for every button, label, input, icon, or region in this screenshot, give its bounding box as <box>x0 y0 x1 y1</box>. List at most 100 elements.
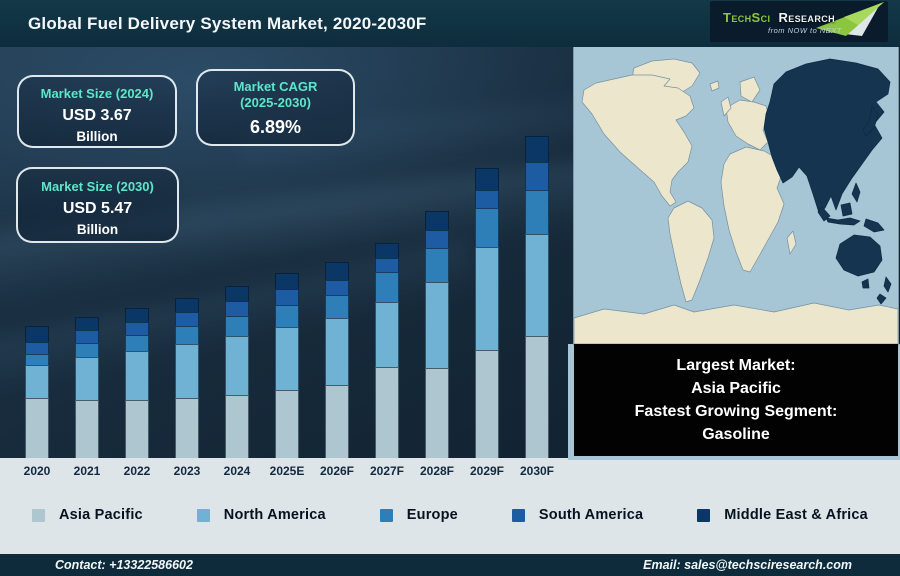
stat-value: 6.89% <box>249 117 302 137</box>
legend-swatch <box>511 508 525 522</box>
bar-segment <box>175 344 199 398</box>
bar-segment <box>475 208 499 247</box>
continent-australia <box>835 234 883 277</box>
legend-label: South America <box>538 507 644 523</box>
bar-segment <box>325 280 349 295</box>
bar-segment <box>25 354 49 365</box>
stat-label: Market CAGR <box>233 79 318 94</box>
bar-segment <box>25 365 49 398</box>
bar-2028F <box>425 211 449 458</box>
bar-segment <box>175 326 199 344</box>
page-title: Global Fuel Delivery System Market, 2020… <box>28 14 427 33</box>
callout-line: Largest Market: <box>676 357 796 374</box>
footer-bar: Contact: +13322586602 Email: sales@techs… <box>0 554 900 576</box>
stat-box-market-size-2030: Market Size (2030) USD 5.47 Billion <box>16 167 179 243</box>
bar-segment <box>525 336 549 458</box>
island-sumatra <box>817 206 831 222</box>
bar-segment <box>225 395 249 458</box>
x-axis-label: 2023 <box>173 464 201 478</box>
island-madagascar <box>786 230 797 255</box>
legend-label: Europe <box>406 507 458 523</box>
bar-2026F <box>325 262 349 458</box>
bar-segment <box>325 262 349 280</box>
footer-contact: Contact: +13322586602 <box>55 558 193 572</box>
legend-swatch <box>379 508 393 522</box>
stat-unit: Billion <box>76 129 118 144</box>
x-axis-label: 2029F <box>469 464 505 478</box>
island-tasmania <box>861 278 870 289</box>
bar-segment <box>425 248 449 282</box>
bar-segment <box>425 230 449 248</box>
continent-north-america <box>581 74 695 207</box>
bar-segment <box>75 357 99 400</box>
header-bar: Global Fuel Delivery System Market, 2020… <box>0 0 900 47</box>
bar-segment <box>375 367 399 458</box>
logo-text: TechSci Research <box>723 10 835 25</box>
island-new-zealand-north <box>883 276 892 293</box>
bar-segment <box>225 301 249 316</box>
bar-segment <box>375 258 399 272</box>
stat-label: (2025-2030) <box>240 95 311 110</box>
bar-segment <box>75 400 99 458</box>
world-map <box>573 46 899 345</box>
stat-label: Market Size (2030) <box>41 179 154 194</box>
x-axis-label: 2024 <box>223 464 251 478</box>
bar-segment <box>425 211 449 230</box>
bar-segment <box>475 168 499 190</box>
bar-2030F <box>525 136 549 458</box>
x-axis-label: 2026F <box>319 464 355 478</box>
bar-2025E <box>275 273 299 458</box>
bar-segment <box>25 326 49 342</box>
island-uk <box>720 96 732 117</box>
legend-item: North America <box>196 507 326 523</box>
island-new-guinea <box>863 218 885 233</box>
callout-box: Largest Market: Asia Pacific Fastest Gro… <box>574 344 898 456</box>
legend-item: Europe <box>379 507 458 523</box>
bar-segment <box>225 336 249 395</box>
bar-segment <box>475 247 499 350</box>
callout-line: Asia Pacific <box>691 380 781 397</box>
legend-swatch <box>32 508 45 522</box>
bar-segment <box>325 295 349 318</box>
bar-segment <box>375 272 399 302</box>
bar-segment <box>275 273 299 289</box>
bar-segment <box>375 243 399 258</box>
legend-item: Middle East & Africa <box>697 507 868 523</box>
x-axis-label: 2022 <box>123 464 151 478</box>
bar-2029F <box>475 168 499 458</box>
x-axis-label: 2028F <box>419 464 455 478</box>
bar-segment <box>325 318 349 385</box>
bar-segment <box>525 234 549 336</box>
bar-segment <box>225 286 249 301</box>
legend-label: Middle East & Africa <box>724 507 868 523</box>
callout-line: Gasoline <box>702 426 770 443</box>
chart-legend: Asia Pacific North America Europe South Ame… <box>32 498 868 532</box>
bar-segment <box>375 302 399 367</box>
island-borneo <box>840 202 853 217</box>
bar-segment <box>75 343 99 357</box>
island-philippines <box>851 182 861 203</box>
stat-box-cagr: Market CAGR (2025-2030) 6.89% <box>196 69 355 146</box>
stat-value: USD 3.67 <box>62 107 132 124</box>
bar-2021 <box>75 317 99 458</box>
bottom-strip: 2020 2021 2022 2023 2024 2025E 2026F 2027F 2028F… <box>0 458 900 554</box>
bar-segment <box>25 398 49 458</box>
logo-brand-secondary: Research <box>778 10 836 25</box>
x-axis-label: 2027F <box>369 464 405 478</box>
legend-label: North America <box>223 507 326 523</box>
bar-segment <box>225 316 249 336</box>
bar-segment <box>125 351 149 400</box>
island-japan <box>862 105 879 137</box>
stat-label: Market Size (2024) <box>40 86 154 101</box>
bar-segment <box>475 190 499 208</box>
bar-2023 <box>175 298 199 458</box>
logo-brand-primary: TechSci <box>723 10 771 25</box>
bar-segment <box>175 298 199 312</box>
bar-segment <box>25 342 49 354</box>
bar-segment <box>275 327 299 390</box>
bar-segment <box>275 305 299 327</box>
island-iceland <box>709 80 720 92</box>
logo-tagline: from NOW to NEXT <box>768 26 842 35</box>
x-axis-label: 2025E <box>269 464 305 478</box>
